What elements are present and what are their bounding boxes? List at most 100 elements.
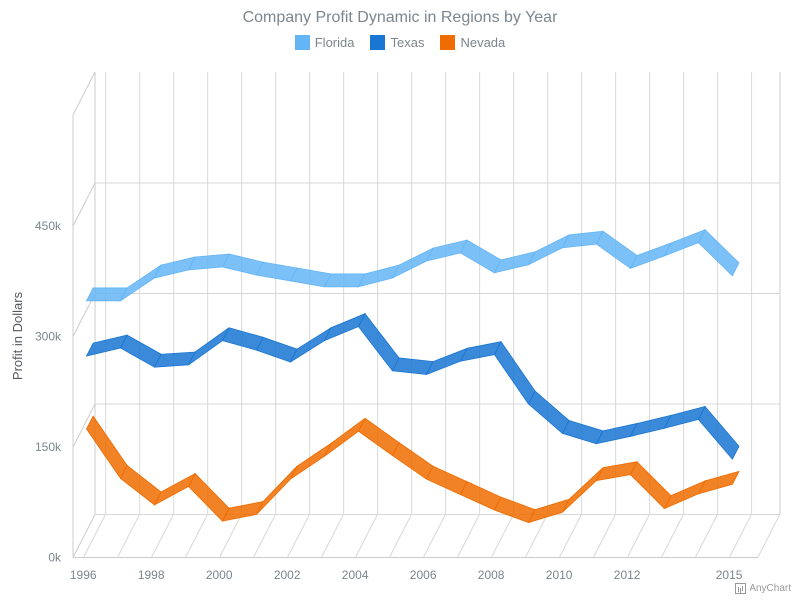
floor-grid-line xyxy=(321,513,345,558)
series-segment-texas[interactable] xyxy=(255,336,298,363)
series-segment-nevada[interactable] xyxy=(629,461,672,510)
x-tick-label: 1996 xyxy=(70,568,97,582)
series-segment-florida[interactable] xyxy=(561,230,604,249)
y-tick-label: 0k xyxy=(48,551,62,565)
series-segment-texas[interactable] xyxy=(357,312,400,372)
floor-grid-line xyxy=(287,513,311,558)
series-segment-nevada[interactable] xyxy=(562,467,604,513)
x-tick-label: 2004 xyxy=(342,568,369,582)
series-segment-florida[interactable] xyxy=(85,287,128,302)
floor-grid-line xyxy=(695,513,719,558)
series-segment-nevada[interactable] xyxy=(391,442,434,480)
floor-grid-line xyxy=(389,513,413,558)
series-segment-texas[interactable] xyxy=(188,327,230,366)
series-segment-nevada[interactable] xyxy=(119,464,162,506)
x-tick-label: 2012 xyxy=(614,568,641,582)
series-segment-florida[interactable] xyxy=(255,261,298,282)
series-segment-nevada[interactable] xyxy=(595,461,638,482)
series-segment-florida[interactable] xyxy=(425,239,468,262)
series-segment-florida[interactable] xyxy=(153,256,196,279)
series-segment-nevada[interactable] xyxy=(493,496,536,524)
floor-grid-line xyxy=(253,513,277,558)
series-segment-texas[interactable] xyxy=(697,405,740,460)
series-segment-nevada[interactable] xyxy=(187,472,230,522)
series-segment-nevada[interactable] xyxy=(289,442,333,481)
series-segment-florida[interactable] xyxy=(289,267,332,288)
anychart-logo-icon xyxy=(735,583,747,594)
series-segment-florida[interactable] xyxy=(221,253,264,276)
series-segment-florida[interactable] xyxy=(459,239,502,274)
series-segment-florida[interactable] xyxy=(527,233,570,266)
x-tick-label: 1998 xyxy=(138,568,165,582)
series-segment-texas[interactable] xyxy=(391,357,434,375)
series-segment-nevada[interactable] xyxy=(221,501,264,522)
series-segment-texas[interactable] xyxy=(289,326,333,364)
legend-label-texas: Texas xyxy=(390,35,425,50)
floor-grid-line xyxy=(729,513,753,558)
floor-grid-line xyxy=(457,513,481,558)
series-segment-texas[interactable] xyxy=(459,341,502,362)
legend-swatch-texas xyxy=(370,35,386,50)
series-segment-florida[interactable] xyxy=(595,230,638,270)
legend-item-florida[interactable]: Florida xyxy=(294,35,355,50)
series-segment-nevada[interactable] xyxy=(697,470,740,495)
series-segment-texas[interactable] xyxy=(527,390,570,435)
floor-grid-line xyxy=(661,513,685,558)
series-segment-texas[interactable] xyxy=(629,414,672,437)
x-tick-label: 2015 xyxy=(716,568,743,582)
y-tick-label: 150k xyxy=(35,440,62,454)
series-segment-florida[interactable] xyxy=(697,229,740,277)
series-segment-nevada[interactable] xyxy=(459,481,502,511)
legend: Florida Texas Nevada xyxy=(0,35,800,50)
series-segment-nevada[interactable] xyxy=(425,465,468,496)
series-segment-florida[interactable] xyxy=(187,253,230,271)
x-tick-label: 2000 xyxy=(206,568,233,582)
series-segment-texas[interactable] xyxy=(663,405,706,429)
series-segment-nevada[interactable] xyxy=(324,417,366,457)
floor-grid-line xyxy=(491,513,515,558)
series-segment-texas[interactable] xyxy=(561,420,604,445)
x-tick-label: 2010 xyxy=(546,568,573,582)
floor-grid-line xyxy=(525,513,549,558)
y-tick-label: 450k xyxy=(35,219,62,233)
series-segment-texas[interactable] xyxy=(595,422,638,445)
y-axis-title: Profit in Dollars xyxy=(10,291,25,380)
legend-label-florida: Florida xyxy=(314,35,355,50)
floor-grid-line xyxy=(151,513,175,558)
legend-item-texas[interactable]: Texas xyxy=(370,35,424,50)
series-segment-texas[interactable] xyxy=(221,327,264,351)
left-wall-grid-line xyxy=(72,514,96,558)
floor-grid-line xyxy=(559,513,583,558)
series-segment-texas[interactable] xyxy=(493,340,536,405)
x-tick-label: 2006 xyxy=(410,568,437,582)
floor-grid-line xyxy=(83,513,107,558)
legend-swatch-nevada xyxy=(440,35,456,50)
floor-grid-line xyxy=(219,513,243,558)
series-segment-nevada[interactable] xyxy=(256,465,298,515)
left-wall-top-edge xyxy=(72,71,96,116)
series-segment-florida[interactable] xyxy=(493,251,536,274)
floor-grid-line xyxy=(593,513,617,558)
series-segment-florida[interactable] xyxy=(357,264,400,288)
left-wall-grid-line xyxy=(72,403,96,448)
series-segment-florida[interactable] xyxy=(391,247,434,279)
floor-grid-line xyxy=(355,513,379,558)
series-segment-nevada[interactable] xyxy=(86,415,128,480)
series-nevada xyxy=(86,415,740,524)
series-segment-florida[interactable] xyxy=(119,263,163,303)
floor-grid-line xyxy=(627,513,651,558)
series-segment-texas[interactable] xyxy=(85,334,128,357)
legend-item-nevada[interactable]: Nevada xyxy=(440,35,505,50)
legend-swatch-florida xyxy=(294,35,310,50)
series-segment-florida[interactable] xyxy=(323,273,366,288)
floor-grid-line xyxy=(185,513,209,558)
left-wall-grid-line xyxy=(72,182,96,227)
series-texas xyxy=(85,312,740,460)
series-segment-nevada[interactable] xyxy=(153,472,197,506)
series-florida xyxy=(85,228,740,303)
credits[interactable]: AnyChart xyxy=(735,583,791,594)
x-tick-label: 2002 xyxy=(274,568,301,582)
series-segment-nevada[interactable] xyxy=(357,417,400,457)
series-segment-texas[interactable] xyxy=(119,334,162,368)
y-tick-label: 300k xyxy=(35,330,62,344)
